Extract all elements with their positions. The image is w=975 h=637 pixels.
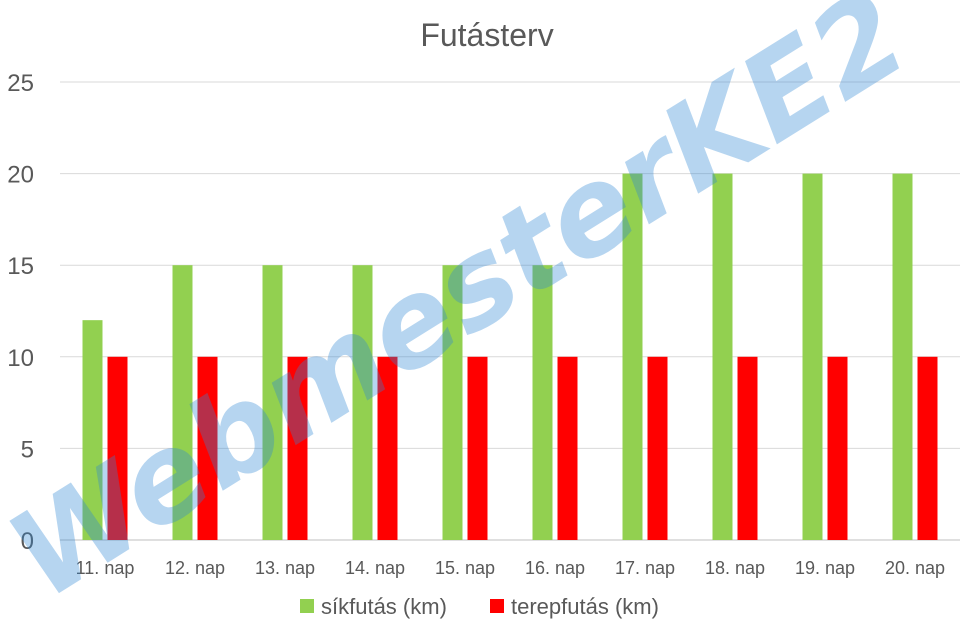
y-tick-label: 0 [21,528,34,555]
bar-sikfutas [352,265,373,540]
legend-label: síkfutás (km) [321,594,447,619]
legend-swatch [300,599,314,613]
bar-terepfutas [557,356,578,540]
x-axis-ticks: 11. nap 12. nap 13. nap 14. nap 15. nap 16. n… [76,558,945,578]
bar-terepfutas [197,356,218,540]
x-tick-label: 13. nap [255,558,315,578]
bar-sikfutas [442,265,463,540]
bar-sikfutas [532,265,553,540]
x-tick-label: 12. nap [165,558,225,578]
bar-terepfutas [467,356,488,540]
legend-label: terepfutás (km) [511,594,659,619]
y-tick-label: 25 [7,70,34,97]
y-tick-label: 15 [7,253,34,280]
bar-sikfutas [262,265,283,540]
bar-sikfutas [712,173,733,540]
y-tick-label: 10 [7,345,34,372]
x-tick-label: 14. nap [345,558,405,578]
x-tick-label: 18. nap [705,558,765,578]
bar-sikfutas [622,173,643,540]
bar-sikfutas [802,173,823,540]
bar-terepfutas [377,356,398,540]
bar-terepfutas [737,356,758,540]
bar-sikfutas [172,265,193,540]
bar-terepfutas [827,356,848,540]
watermark-logo: WebmesterKE2 [0,0,931,626]
legend-swatch [490,599,504,613]
bar-sikfutas [82,320,103,540]
bar-terepfutas [917,356,938,540]
y-axis-ticks: 0 5 10 15 20 25 [7,70,34,555]
x-tick-label: 16. nap [525,558,585,578]
bar-terepfutas [287,356,308,540]
bar-terepfutas [107,356,128,540]
x-tick-label: 19. nap [795,558,855,578]
x-tick-label: 11. nap [76,558,135,578]
x-tick-label: 15. nap [435,558,495,578]
x-tick-label: 17. nap [615,558,675,578]
chart-title: Futásterv [420,17,553,53]
y-tick-label: 5 [21,436,34,463]
x-tick-label: 20. nap [885,558,945,578]
bar-sikfutas [892,173,913,540]
y-tick-label: 20 [7,162,34,189]
bar-terepfutas [647,356,668,540]
legend: síkfutás (km) terepfutás (km) [300,594,659,619]
bars [82,173,938,540]
